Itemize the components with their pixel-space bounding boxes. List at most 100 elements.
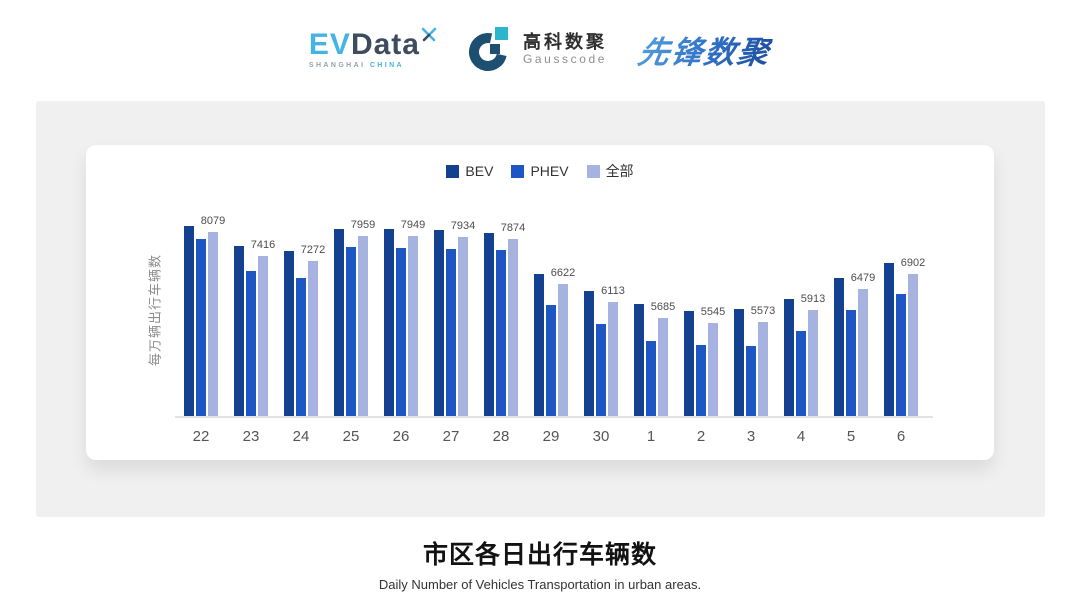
bar-all[interactable] [858, 289, 868, 416]
bar-phev[interactable] [846, 309, 856, 416]
bar-bev[interactable] [884, 262, 894, 416]
page: EVData SHANGHAI CHINA 高科数聚 Gausscod [0, 0, 1080, 592]
bar-bev[interactable] [784, 298, 794, 416]
bar-all[interactable] [808, 309, 818, 416]
bar-bev[interactable] [834, 277, 844, 416]
evdata-data-text: Data [350, 27, 420, 61]
bar-all[interactable] [908, 274, 918, 416]
bar-phev[interactable] [896, 293, 906, 416]
bar-all[interactable] [258, 255, 268, 416]
bar-all[interactable] [408, 236, 418, 416]
evdata-wordmark: EVData [308, 27, 437, 61]
bar-all[interactable] [708, 322, 718, 416]
bar-bev[interactable] [484, 232, 494, 416]
x-tick-label: 26 [392, 428, 410, 445]
value-label: 7949 [400, 219, 426, 232]
bar-all[interactable] [458, 236, 468, 416]
x-tick-label: 3 [746, 428, 756, 445]
bar-phev[interactable] [696, 345, 706, 416]
bar-all[interactable] [558, 284, 568, 416]
chart-subtitle: Daily Number of Vehicles Transportation … [378, 577, 702, 592]
bar-group-27: 7934 27 [434, 188, 475, 445]
bar-phev[interactable] [296, 278, 306, 416]
value-label: 6113 [601, 285, 625, 298]
bar-phev[interactable] [796, 330, 806, 416]
evdata-logo: EVData SHANGHAI CHINA [308, 27, 437, 69]
evdata-china-text: CHINA [369, 61, 404, 69]
x-tick-label: 22 [192, 428, 210, 445]
bar-group-30: 6113 30 [584, 188, 625, 445]
x-tick-label: 24 [292, 428, 310, 445]
bar-all[interactable] [608, 302, 618, 416]
bar-group-22: 8079 22 [184, 188, 225, 445]
evdata-x-icon [421, 27, 437, 41]
x-tick-label: 4 [796, 428, 806, 445]
bar-bev[interactable] [684, 310, 694, 416]
x-tick-label: 23 [242, 428, 260, 445]
x-tick-label: 2 [696, 428, 706, 445]
bar-group-2: 5545 2 [684, 188, 725, 445]
legend-item-bev[interactable]: BEV [446, 161, 493, 181]
bar-bev[interactable] [584, 290, 594, 416]
bar-phev[interactable] [646, 341, 656, 416]
bar-all[interactable] [208, 231, 218, 416]
bar-bev[interactable] [434, 229, 444, 416]
bar-group-24: 7272 24 [284, 188, 325, 445]
bar-all[interactable] [658, 317, 668, 416]
legend-swatch-phev [511, 164, 525, 178]
bar-group-23: 7416 23 [234, 188, 275, 445]
legend-label-bev: BEV [465, 163, 494, 179]
bar-bev[interactable] [734, 308, 744, 416]
bar-group-25: 7959 25 [334, 188, 375, 445]
bar-bev[interactable] [334, 228, 344, 416]
bar-phev[interactable] [596, 323, 606, 416]
bar-bev[interactable] [284, 250, 294, 416]
bar-bev[interactable] [184, 225, 194, 416]
legend-label-phev: PHEV [530, 163, 569, 179]
bar-phev[interactable] [346, 247, 356, 416]
bar-bev[interactable] [234, 246, 244, 416]
x-tick-label: 25 [342, 428, 360, 445]
bar-group-4: 5913 4 [784, 188, 825, 445]
chart-panel: BEV PHEV 全部 每万辆出行车辆数 8079 22 7416 23 7272 24 795… [35, 101, 1045, 517]
bar-group-6: 6902 6 [884, 188, 925, 445]
y-axis-label: 每万辆出行车辆数 [147, 253, 163, 367]
legend-label-all: 全部 [605, 163, 634, 179]
bar-all[interactable] [758, 321, 768, 416]
header-logos: EVData SHANGHAI CHINA 高科数聚 Gausscod [0, 0, 1080, 78]
x-tick-label: 29 [542, 428, 560, 445]
bar-phev[interactable] [396, 247, 406, 416]
value-label: 6622 [550, 267, 576, 279]
bar-bev[interactable] [384, 229, 394, 416]
value-label: 7416 [250, 238, 276, 251]
gausscode-g-icon [468, 27, 508, 71]
gausscode-wordmark: 高科数聚 Gausscode [523, 32, 607, 66]
bar-bev[interactable] [634, 303, 644, 416]
evdata-shanghai-text: SHANGHAI [308, 61, 366, 69]
bar-all[interactable] [308, 260, 318, 416]
value-label: 5685 [650, 300, 676, 313]
bar-bev[interactable] [534, 273, 544, 416]
bar-phev[interactable] [446, 248, 456, 416]
bar-group-3: 5573 3 [734, 188, 775, 445]
bar-phev[interactable] [196, 238, 206, 416]
value-label: 8079 [200, 214, 226, 227]
bar-group-5: 6479 5 [834, 188, 875, 445]
evdata-ev-text: EV [308, 27, 351, 61]
bar-phev[interactable] [496, 250, 506, 416]
gausscode-logo: 高科数聚 Gausscode [468, 25, 607, 73]
value-label: 6479 [850, 272, 876, 285]
bar-phev[interactable] [246, 271, 256, 416]
x-tick-label: 5 [846, 428, 856, 445]
bar-all[interactable] [358, 236, 368, 416]
legend-item-all[interactable]: 全部 [586, 161, 634, 181]
bar-group-29: 6622 29 [534, 188, 575, 445]
bar-phev[interactable] [546, 304, 556, 416]
bar-group-1: 5685 1 [634, 188, 675, 445]
legend-item-phev[interactable]: PHEV [511, 161, 569, 181]
evdata-subtitle: SHANGHAI CHINA [309, 62, 436, 69]
chart-legend: BEV PHEV 全部 [86, 161, 994, 181]
gausscode-en-text: Gausscode [522, 52, 608, 66]
bar-all[interactable] [508, 239, 518, 416]
bar-phev[interactable] [746, 346, 756, 416]
